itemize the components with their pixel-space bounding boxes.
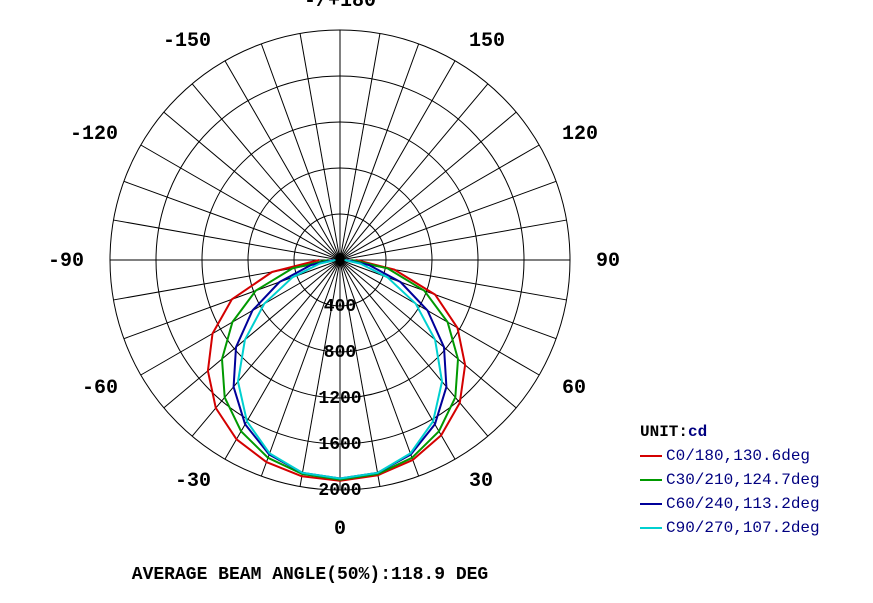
legend-swatch	[640, 503, 662, 505]
legend-item: C60/240,113.2deg	[640, 492, 820, 516]
radial-label: 0	[335, 251, 346, 271]
legend-swatch	[640, 527, 662, 529]
angle-label: -150	[163, 30, 211, 53]
angle-label: 60	[562, 377, 586, 400]
legend-title-prefix: UNIT:	[640, 423, 688, 441]
radial-label: 400	[324, 297, 356, 317]
radial-label: 2000	[318, 481, 361, 501]
legend-label: C90/270,107.2deg	[666, 516, 820, 540]
legend: UNIT:cd C0/180,130.6degC30/210,124.7degC…	[640, 420, 820, 540]
legend-swatch	[640, 479, 662, 481]
legend-item: C90/270,107.2deg	[640, 516, 820, 540]
legend-label: C30/210,124.7deg	[666, 468, 820, 492]
caption: AVERAGE BEAM ANGLE(50%):118.9 DEG	[0, 565, 620, 585]
legend-item: C0/180,130.6deg	[640, 444, 820, 468]
angle-label: 120	[562, 123, 598, 146]
legend-title-unit: cd	[688, 423, 707, 441]
radial-label: 1200	[318, 389, 361, 409]
radial-label: 1600	[318, 435, 361, 455]
legend-title: UNIT:cd	[640, 420, 820, 444]
angle-label: 150	[469, 30, 505, 53]
legend-item: C30/210,124.7deg	[640, 468, 820, 492]
legend-swatch	[640, 455, 662, 457]
angle-label: 30	[469, 470, 493, 493]
legend-label: C60/240,113.2deg	[666, 492, 820, 516]
legend-label: C0/180,130.6deg	[666, 444, 810, 468]
radial-label: 800	[324, 343, 356, 363]
angle-label: -90	[48, 250, 84, 273]
angle-label: 90	[596, 250, 620, 273]
angle-label: -60	[82, 377, 118, 400]
angle-label: -30	[175, 470, 211, 493]
angle-label: -/+180	[304, 0, 376, 13]
angle-label: 0	[334, 518, 346, 541]
angle-label: -120	[70, 123, 118, 146]
